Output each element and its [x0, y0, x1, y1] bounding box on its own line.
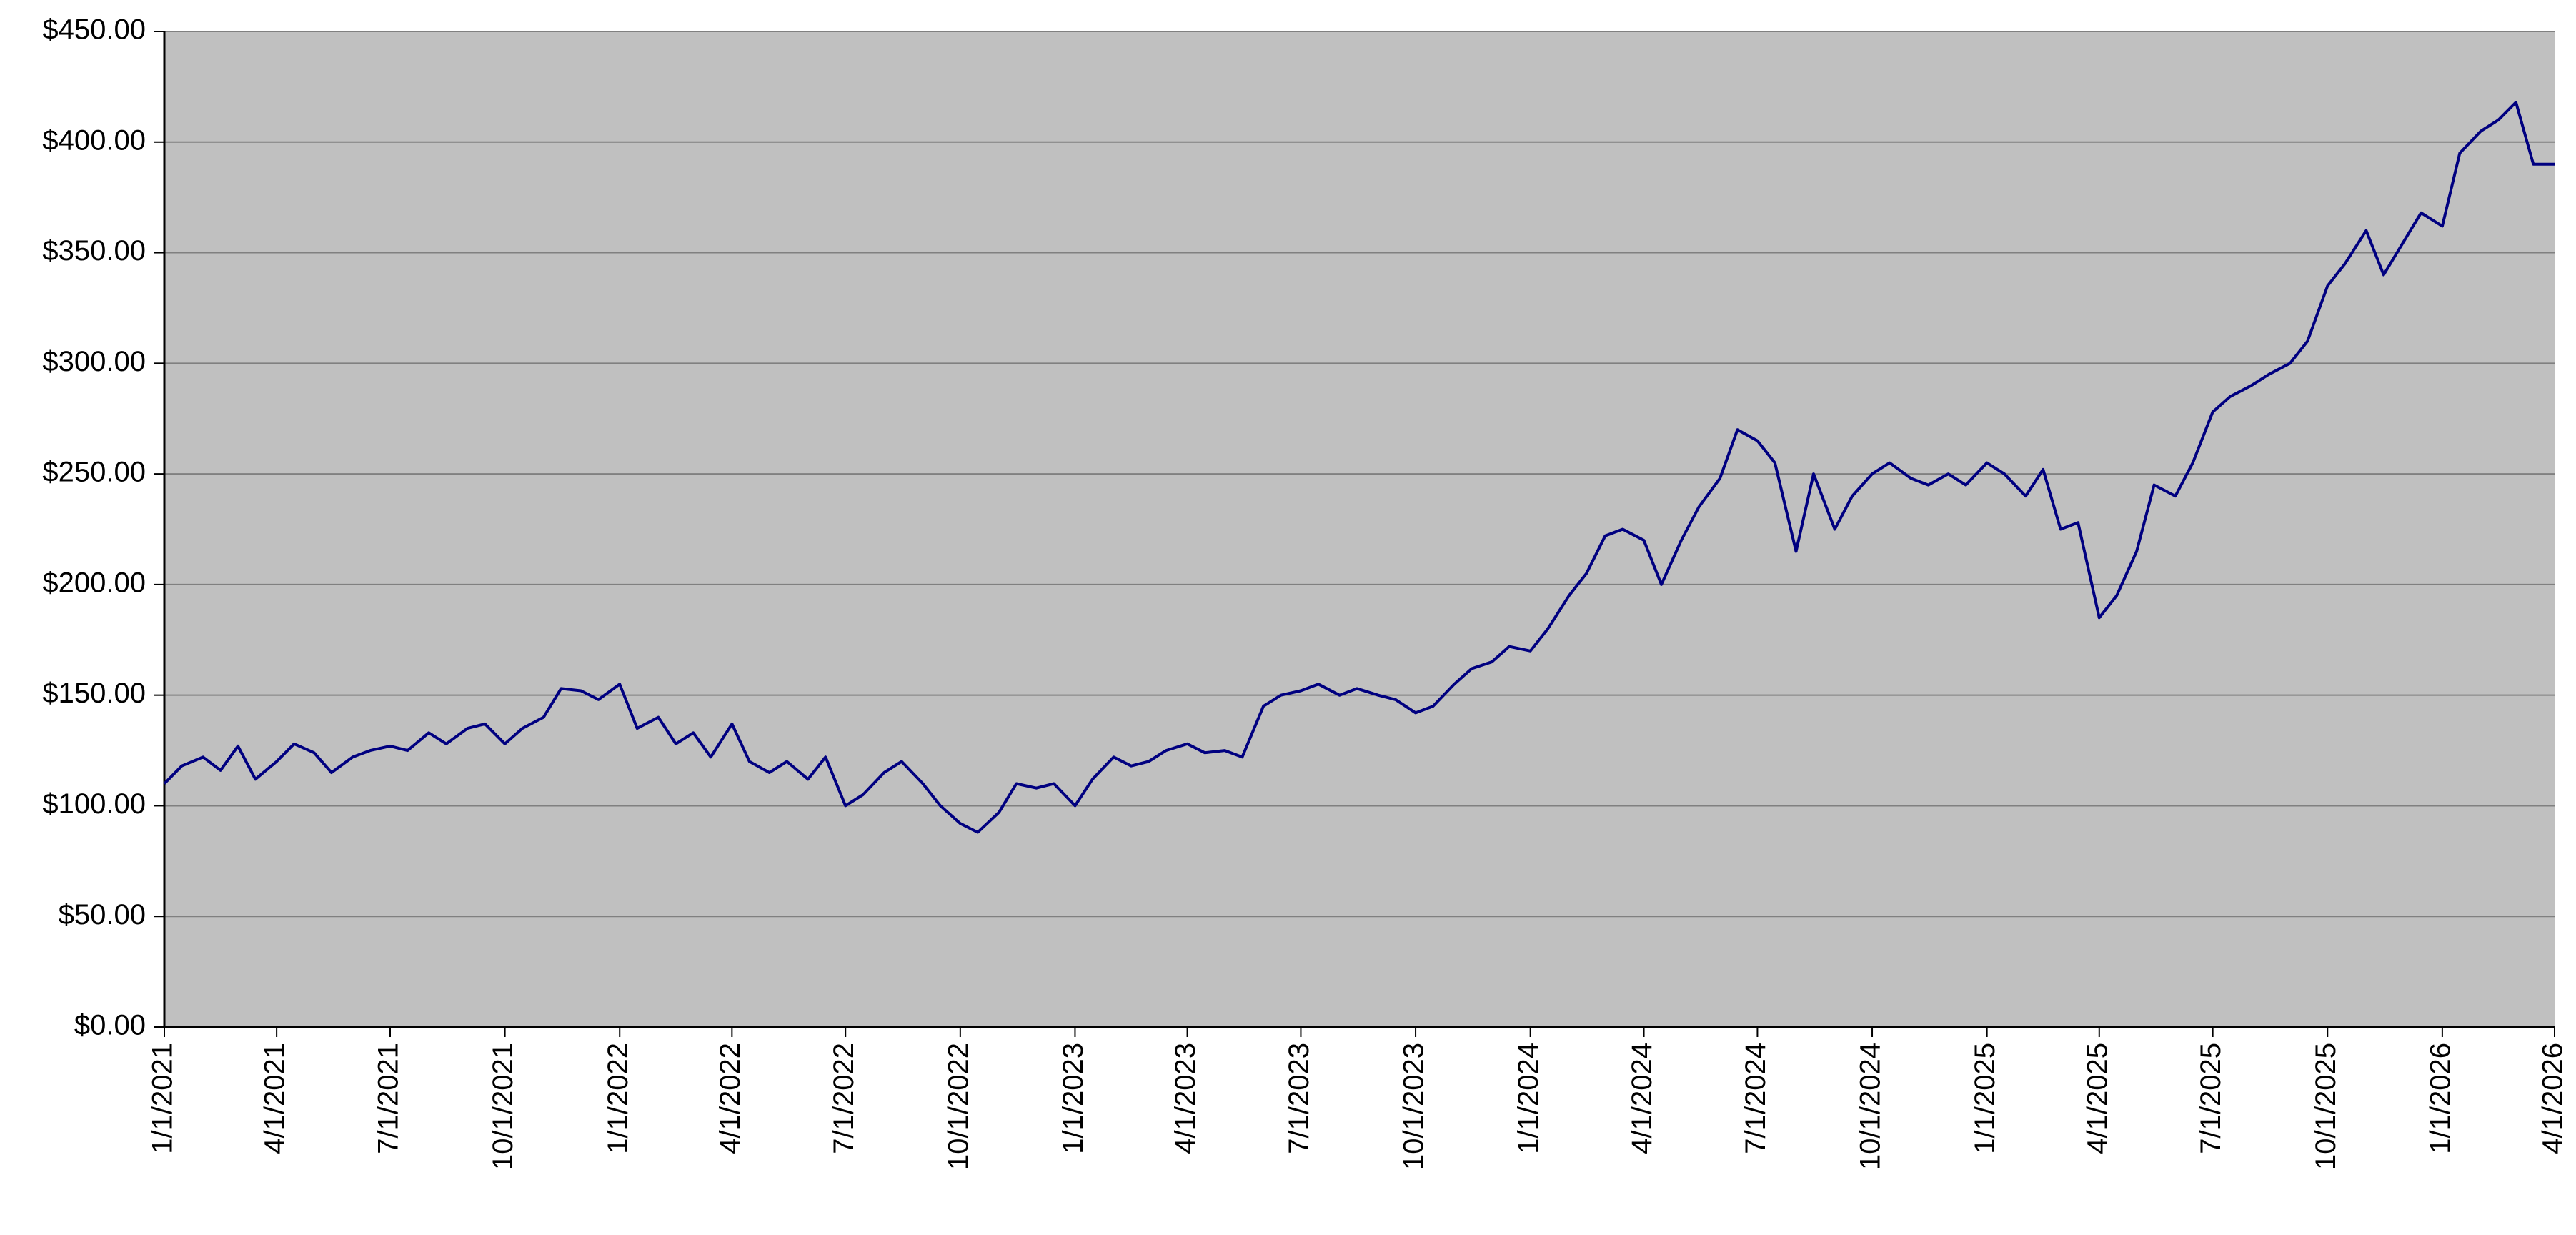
- x-tick-label: 7/1/2021: [373, 1043, 404, 1154]
- x-tick-label: 10/1/2024: [1855, 1043, 1886, 1170]
- x-tick-label: 4/1/2025: [2082, 1043, 2113, 1154]
- x-tick-label: 1/1/2021: [147, 1043, 179, 1154]
- x-tick-label: 1/1/2025: [1969, 1043, 2001, 1154]
- plot-area: [164, 31, 2555, 1027]
- y-tick-label: $100.00: [42, 788, 146, 820]
- x-tick-label: 10/1/2022: [943, 1043, 974, 1170]
- x-tick-label: 4/1/2024: [1626, 1043, 1658, 1154]
- x-tick-label: 4/1/2021: [259, 1043, 291, 1154]
- x-tick-label: 7/1/2022: [828, 1043, 860, 1154]
- x-tick-label: 1/1/2024: [1513, 1043, 1544, 1154]
- x-tick-label: 10/1/2021: [487, 1043, 519, 1170]
- x-tick-label: 4/1/2026: [2537, 1043, 2569, 1154]
- x-tick-label: 4/1/2022: [715, 1043, 746, 1154]
- x-tick-label: 7/1/2024: [1740, 1043, 1771, 1154]
- y-tick-label: $400.00: [42, 124, 146, 156]
- y-tick-label: $200.00: [42, 567, 146, 598]
- y-tick-label: $300.00: [42, 346, 146, 377]
- x-tick-label: 1/1/2023: [1058, 1043, 1089, 1154]
- x-tick-label: 7/1/2025: [2195, 1043, 2227, 1154]
- x-tick-label: 1/1/2026: [2425, 1043, 2456, 1154]
- y-tick-label: $350.00: [42, 235, 146, 267]
- price-line: [163, 101, 2555, 834]
- y-tick-label: $450.00: [42, 14, 146, 46]
- x-tick-label: 10/1/2025: [2310, 1043, 2342, 1170]
- x-tick-label: 1/1/2022: [602, 1043, 634, 1154]
- y-tick-label: $250.00: [42, 457, 146, 488]
- y-tick-label: $150.00: [42, 678, 146, 709]
- x-tick-label: 10/1/2023: [1398, 1043, 1430, 1170]
- y-tick-label: $50.00: [59, 899, 146, 931]
- y-tick-label: $0.00: [74, 1010, 146, 1041]
- x-tick-label: 4/1/2023: [1170, 1043, 1201, 1154]
- x-tick-label: 7/1/2023: [1283, 1043, 1315, 1154]
